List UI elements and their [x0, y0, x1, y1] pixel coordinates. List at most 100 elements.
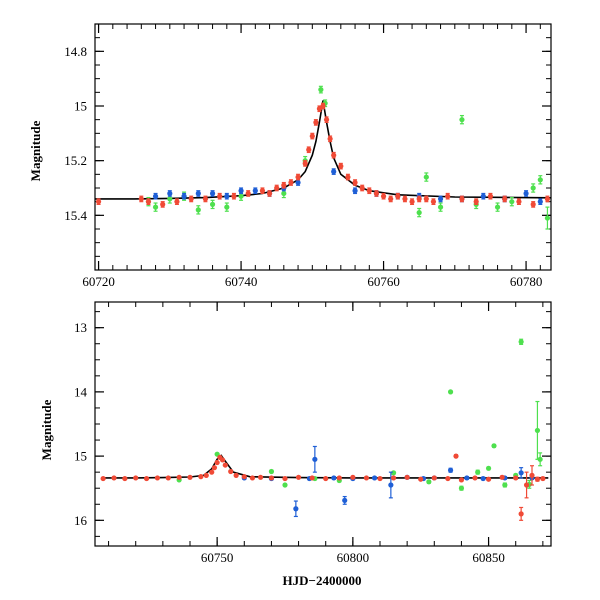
blue-data-point [293, 506, 299, 512]
green-data-point [224, 204, 230, 210]
plot-area [100, 338, 549, 521]
red-data-point [338, 163, 344, 169]
red-data-point [281, 182, 287, 188]
red-data-point [198, 474, 204, 480]
red-data-point [323, 475, 329, 482]
red-data-point [431, 475, 437, 481]
red-data-point [513, 475, 519, 481]
blue-data-point [437, 196, 444, 202]
red-data-point [154, 475, 161, 481]
red-data-point [95, 199, 102, 205]
bottom-y-axis-label: Magnitude [39, 399, 54, 460]
red-data-point [529, 472, 535, 478]
blue-data-point [195, 190, 201, 197]
y-tick-label: 14 [74, 384, 88, 399]
red-data-point [516, 199, 522, 205]
red-data-point [530, 201, 536, 207]
red-data-point [100, 475, 106, 482]
green-data-point [491, 443, 497, 449]
red-data-point [257, 474, 264, 480]
y-tick-label: 15 [74, 449, 87, 464]
red-data-point [233, 472, 239, 478]
blue-data-point [331, 475, 337, 481]
green-data-point [318, 87, 324, 93]
green-data-point [416, 210, 422, 216]
red-data-point [416, 196, 422, 202]
red-data-point [472, 475, 478, 481]
x-tick-label: 60780 [510, 274, 543, 289]
green-data-point [502, 482, 508, 488]
green-data-point [281, 190, 287, 197]
red-data-point [313, 119, 319, 125]
model-curve [95, 100, 551, 200]
red-data-point [209, 469, 215, 475]
model-curve [103, 454, 549, 479]
y-tick-label: 15.4 [64, 208, 87, 223]
red-data-point [544, 196, 551, 202]
red-data-point [274, 185, 280, 191]
red-data-point [316, 106, 323, 112]
red-data-point [202, 196, 209, 202]
red-data-point [345, 174, 351, 180]
red-data-point [241, 474, 247, 480]
red-data-point [217, 193, 223, 199]
green-data-point [544, 215, 551, 221]
red-data-point [138, 196, 144, 202]
blue-data-point [209, 190, 216, 197]
red-data-point [359, 185, 365, 191]
y-tick-label: 15 [74, 99, 87, 114]
green-data-point [537, 177, 543, 183]
red-data-point [518, 511, 524, 517]
plot-frame [94, 301, 552, 547]
green-data-point [530, 185, 536, 191]
red-data-point [295, 174, 301, 180]
red-data-point [176, 474, 182, 480]
blue-data-point [224, 193, 230, 199]
red-data-point [366, 188, 372, 194]
green-data-point [494, 204, 501, 210]
red-data-point [540, 475, 546, 482]
x-tick-label: 60750 [201, 550, 234, 565]
blue-data-point [312, 456, 318, 462]
green-data-point [209, 201, 216, 207]
red-data-point [188, 196, 194, 202]
x-tick-label: 60800 [337, 550, 370, 565]
red-data-point [111, 475, 117, 481]
blue-data-point [342, 497, 348, 504]
red-data-point [473, 199, 479, 205]
red-data-point [282, 475, 288, 482]
red-data-point [174, 199, 180, 205]
red-data-point [302, 160, 308, 166]
blue-data-point [238, 188, 244, 194]
green-data-point [167, 196, 173, 202]
y-tick-label: 16 [74, 513, 88, 528]
red-data-point [458, 477, 465, 483]
red-data-point [453, 453, 459, 459]
red-data-point [388, 196, 394, 202]
red-data-point [309, 133, 315, 139]
red-data-point [445, 193, 451, 199]
red-data-point [523, 482, 530, 488]
red-data-point [266, 190, 273, 197]
blue-data-point [371, 475, 378, 481]
red-data-point [502, 196, 508, 202]
green-data-point [437, 204, 444, 210]
red-data-point [390, 475, 397, 481]
x-axis-label: HJD−2400000 [283, 573, 362, 588]
x-tick-label: 60740 [225, 274, 258, 289]
green-data-point [518, 339, 524, 345]
green-data-point [282, 482, 288, 488]
green-data-point [458, 485, 465, 491]
red-data-point [445, 475, 451, 482]
red-data-point [187, 474, 193, 480]
red-data-point [404, 474, 410, 480]
green-data-point [423, 174, 429, 180]
red-data-point [214, 459, 220, 466]
red-data-point [259, 188, 266, 194]
green-data-point [509, 199, 515, 205]
red-data-point [160, 201, 166, 207]
red-data-point [309, 475, 315, 481]
red-data-point [423, 196, 429, 202]
red-data-point [249, 475, 256, 481]
